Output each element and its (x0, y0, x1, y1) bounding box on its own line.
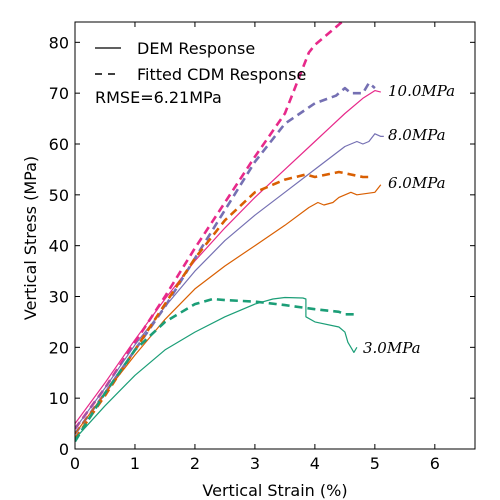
dem-line-10-0mpa (75, 90, 381, 424)
series-label: 8.0MPa (388, 126, 446, 144)
y-tick-label: 0 (59, 440, 69, 459)
series-layer (75, 22, 384, 443)
cdm-line-8-0mpa (75, 81, 376, 435)
y-axis-title: Vertical Stress (MPa) (21, 156, 40, 320)
y-tick-label: 70 (49, 84, 69, 103)
y-tick-label: 40 (49, 237, 69, 256)
series-label: 3.0MPa (363, 339, 421, 357)
annotation-layer: 10.0MPa 8.0MPa 6.0MPa 3.0MPa (363, 82, 455, 357)
x-axis-title: Vertical Strain (%) (202, 481, 347, 500)
x-tick-label: 3 (250, 454, 260, 473)
x-tick-label: 1 (130, 454, 140, 473)
x-tick-label: 0 (70, 454, 80, 473)
legend: DEM Response Fitted CDM Response (95, 39, 306, 84)
cdm-line-3-0mpa (75, 297, 354, 443)
y-tick-label: 50 (49, 186, 69, 205)
cdm-line-10-0mpa (75, 22, 344, 430)
y-tick-label: 80 (49, 33, 69, 52)
y-tick-label: 60 (49, 135, 69, 154)
dem-line-8-0mpa (75, 133, 384, 430)
y-tick-label: 10 (49, 389, 69, 408)
dem-line-6-0mpa (75, 184, 382, 435)
series-label: 6.0MPa (388, 174, 446, 192)
x-tick-label: 5 (370, 454, 380, 473)
x-tick-label: 4 (310, 454, 320, 473)
series-label: 10.0MPa (388, 82, 455, 100)
cdm-line-6-0mpa (75, 170, 372, 440)
legend-entry-cdm: Fitted CDM Response (137, 65, 306, 84)
x-tick-label: 6 (430, 454, 440, 473)
y-tick-label: 30 (49, 288, 69, 307)
plot-frame (74, 21, 476, 450)
rmse-label: RMSE=6.21MPa (95, 88, 222, 107)
x-tick-label: 2 (190, 454, 200, 473)
dem-line-3-0mpa (75, 296, 358, 440)
legend-entry-dem: DEM Response (137, 39, 255, 58)
y-tick-label: 20 (49, 338, 69, 357)
